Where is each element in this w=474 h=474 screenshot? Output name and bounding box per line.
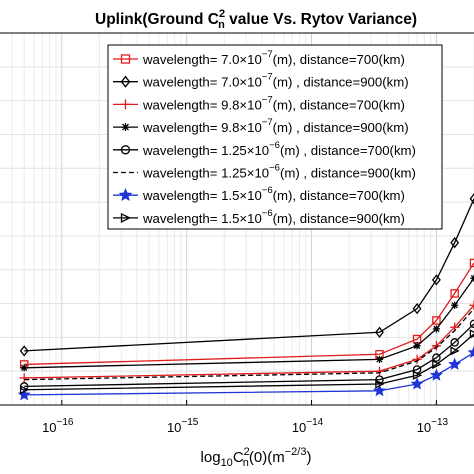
marker-triangle-right	[120, 212, 131, 223]
marker-diamond	[120, 75, 131, 88]
marker-circle	[450, 338, 459, 347]
legend-label: wavelength= 1.5×10−6(m), distance=700(km…	[142, 185, 405, 203]
marker-plus	[374, 366, 385, 376]
series-line	[24, 333, 474, 391]
legend-entry: wavelength= 7.0×10−7(m), distance=700(km…	[113, 49, 405, 67]
marker-plus	[431, 341, 442, 351]
legend-entry: wavelength= 9.8×10−7(m), distance=700(km…	[113, 94, 405, 112]
marker-star	[451, 301, 459, 309]
marker-square	[450, 289, 459, 298]
x-tick-label: 10−14	[292, 417, 324, 435]
marker-diamond	[469, 193, 474, 205]
series-line	[24, 323, 474, 388]
series-3	[19, 300, 474, 383]
marker-star5	[373, 384, 386, 397]
marker-diamond	[19, 345, 29, 357]
marker-square	[432, 316, 441, 325]
x-tick-label: 10−16	[42, 417, 74, 435]
marker-diamond	[450, 237, 460, 249]
marker-plus	[412, 354, 422, 364]
series-8	[19, 329, 474, 395]
legend-entry: wavelength= 1.25×10−6(m) , distance=900(…	[113, 163, 416, 181]
marker-star	[20, 364, 28, 372]
series-4	[20, 274, 474, 372]
series-7	[17, 345, 474, 401]
marker-triangle-right	[450, 346, 460, 356]
legend-entry: wavelength= 1.5×10−6(m), distance=700(km…	[113, 185, 405, 203]
marker-diamond	[412, 302, 422, 315]
marker-plus	[469, 300, 474, 310]
legend-label: wavelength= 7.0×10−7(m) , distance=900(k…	[142, 72, 409, 90]
marker-diamond	[375, 326, 384, 338]
series-layer	[17, 193, 474, 401]
legend-label: wavelength= 9.8×10−7(m), distance=700(km…	[142, 94, 405, 112]
legend: wavelength= 7.0×10−7(m), distance=700(km…	[107, 44, 443, 230]
x-tick-label: 10−15	[167, 417, 199, 435]
marker-triangle-right	[19, 385, 30, 395]
marker-plus	[19, 373, 29, 383]
series-2	[19, 193, 474, 357]
series-line	[24, 198, 474, 352]
legend-label: wavelength= 7.0×10−7(m), distance=700(km…	[142, 49, 405, 67]
legend-box	[107, 44, 443, 230]
marker-circle	[432, 353, 441, 362]
marker-triangle-right	[432, 359, 442, 370]
legend-label: wavelength= 1.25×10−6(m) , distance=900(…	[142, 163, 416, 181]
marker-square	[120, 54, 131, 64]
legend-label: wavelength= 9.8×10−7(m) , distance=900(k…	[142, 117, 409, 135]
marker-star	[413, 342, 421, 350]
marker-triangle-right	[412, 370, 423, 380]
marker-triangle-right	[469, 329, 474, 339]
marker-star	[432, 325, 441, 333]
marker-circle	[120, 145, 131, 155]
legend-entries: wavelength= 7.0×10−7(m), distance=700(km…	[113, 49, 416, 226]
series-line	[24, 304, 474, 379]
legend-label: wavelength= 1.25×10−6(m) , distance=700(…	[142, 140, 416, 158]
legend-entry: wavelength= 1.25×10−6(m) , distance=700(…	[113, 140, 416, 158]
series-6	[24, 308, 474, 381]
series-line	[24, 277, 474, 369]
marker-triangle-right	[375, 379, 385, 389]
legend-label: wavelength= 1.5×10−6(m), distance=900(km…	[142, 208, 405, 226]
marker-plus	[120, 99, 131, 110]
legend-entry: wavelength= 1.5×10−6(m), distance=900(km…	[113, 208, 405, 226]
series-line	[24, 308, 474, 381]
chart-title: Uplink(Ground C2 n value Vs. Rytov Varian…	[95, 8, 417, 31]
legend-entry: wavelength= 7.0×10−7(m) , distance=900(k…	[113, 72, 409, 90]
x-tick-labels: 10−16 10−15 10−14 10−13	[42, 400, 449, 435]
marker-star5	[118, 188, 133, 202]
marker-star5	[467, 345, 474, 359]
marker-star	[375, 355, 384, 363]
marker-diamond	[431, 274, 441, 286]
x-axis-label: log10C2 n(0)(m−2/3)	[201, 446, 312, 469]
x-tick-label: 10−13	[417, 417, 449, 435]
series-line	[24, 262, 474, 366]
marker-circle	[375, 375, 384, 384]
legend-entry: wavelength= 9.8×10−7(m) , distance=900(k…	[113, 117, 409, 135]
marker-star5	[429, 368, 443, 381]
marker-star	[121, 123, 130, 132]
marker-star5	[448, 357, 462, 370]
marker-star5	[410, 377, 424, 390]
